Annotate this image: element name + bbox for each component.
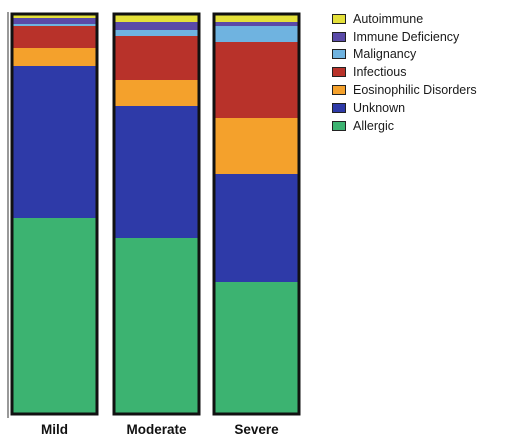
bar-segment-severe-malignancy xyxy=(214,26,299,42)
bar-segment-severe-autoimmune xyxy=(214,14,299,22)
legend-swatch-immune-deficiency xyxy=(332,31,346,42)
legend-swatch-eosinophilic-disorders xyxy=(332,85,346,96)
legend-label-malignancy: Malignancy xyxy=(353,47,417,62)
bar-segment-severe-allergic xyxy=(214,282,299,414)
legend-item-immune-deficiency: Immune Deficiency xyxy=(332,28,477,46)
legend-swatch-autoimmune xyxy=(332,13,346,24)
bar-segment-moderate-unknown xyxy=(114,106,199,238)
legend-swatch-allergic xyxy=(332,120,346,131)
bar-segment-moderate-eosinophilic-disorders xyxy=(114,80,199,106)
bar-segment-mild-malignancy xyxy=(12,24,97,26)
bar-segment-mild-unknown xyxy=(12,66,97,218)
bar-segment-mild-allergic xyxy=(12,218,97,414)
legend-swatch-infectious xyxy=(332,67,346,78)
legend-swatch-malignancy xyxy=(332,49,346,60)
bar-segment-moderate-malignancy xyxy=(114,30,199,36)
bar-outline-mild xyxy=(10,12,99,416)
x-tick-label-moderate: Moderate xyxy=(126,422,187,437)
bars-group xyxy=(10,12,301,416)
bar-segment-severe-unknown xyxy=(214,174,299,282)
legend-label-autoimmune: Autoimmune xyxy=(353,11,424,26)
bar-segment-moderate-immune-deficiency xyxy=(114,22,199,30)
bar-outline-severe xyxy=(212,12,301,416)
x-tick-label-severe: Severe xyxy=(234,422,279,437)
bar-segment-moderate-autoimmune xyxy=(114,14,199,22)
legend-label-allergic: Allergic xyxy=(353,118,394,133)
bar-segment-mild-autoimmune xyxy=(12,14,97,18)
legend-label-infectious: Infectious xyxy=(353,65,407,80)
legend: Autoimmune Immune Deficiency Malignancy Inf… xyxy=(332,10,477,135)
legend-item-allergic: Allergic xyxy=(332,117,477,135)
bar-segment-mild-immune-deficiency xyxy=(12,18,97,24)
legend-label-unknown: Unknown xyxy=(353,100,406,115)
legend-swatch-unknown xyxy=(332,102,346,113)
legend-item-malignancy: Malignancy xyxy=(332,46,477,64)
bar-segment-severe-eosinophilic-disorders xyxy=(214,118,299,174)
legend-item-infectious: Infectious xyxy=(332,63,477,81)
bar-segment-moderate-infectious xyxy=(114,36,199,80)
legend-label-eosinophilic-disorders: Eosinophilic Disorders xyxy=(353,83,477,98)
bar-segment-severe-infectious xyxy=(214,42,299,118)
bar-outline-moderate xyxy=(112,12,201,416)
legend-item-unknown: Unknown xyxy=(332,99,477,117)
bar-segment-moderate-allergic xyxy=(114,238,199,414)
bar-segment-mild-infectious xyxy=(12,26,97,48)
legend-item-eosinophilic-disorders: Eosinophilic Disorders xyxy=(332,81,477,99)
legend-label-immune-deficiency: Immune Deficiency xyxy=(353,29,460,44)
bar-segment-severe-immune-deficiency xyxy=(214,22,299,26)
legend-item-autoimmune: Autoimmune xyxy=(332,10,477,28)
bar-segment-mild-eosinophilic-disorders xyxy=(12,48,97,66)
x-tick-label-mild: Mild xyxy=(41,422,68,437)
